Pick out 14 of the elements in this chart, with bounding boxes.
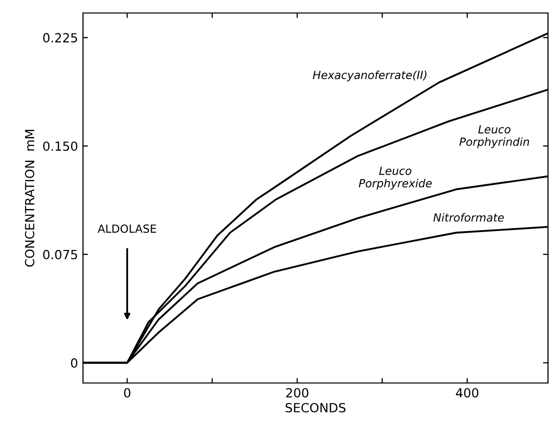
y-tick-label: 0 — [71, 358, 78, 368]
y-tick-label: 0.225 — [43, 33, 78, 42]
x-axis-title: SECONDS — [286, 402, 346, 412]
series-label: Hexacyanoferrate(II) — [312, 70, 426, 82]
x-tick-label: 200 — [286, 388, 308, 398]
series-label: Leuco Porphyrindin — [459, 125, 530, 148]
x-tick-label: 400 — [456, 388, 478, 398]
y-tick-label: 0.150 — [43, 141, 78, 151]
y-axis-title: CONCENTRATION mM — [24, 130, 34, 267]
series-label: Leuco Porphyrexide — [358, 166, 432, 190]
x-tick-label: 0 — [124, 388, 130, 398]
series-label: Nitroformate — [433, 213, 504, 222]
annotation: ALDOLASE — [98, 224, 156, 233]
y-tick-label: 0.075 — [43, 250, 78, 260]
